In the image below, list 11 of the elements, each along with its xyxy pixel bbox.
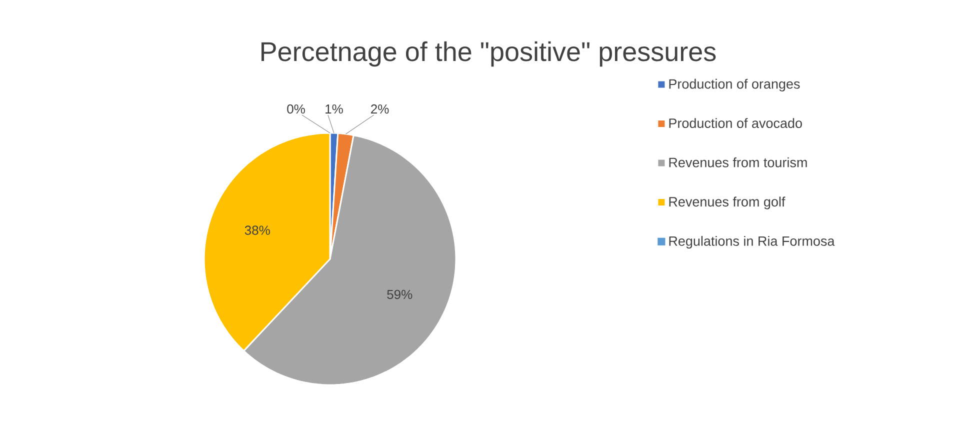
chart-title: Percetnage of the "positive" pressures (262, 41, 716, 67)
data-label: 1% (326, 104, 343, 114)
data-label: 38% (244, 226, 270, 235)
data-label: 2% (371, 104, 389, 114)
text: 0% (287, 104, 305, 114)
legend-label: Revenues from golf (669, 196, 786, 210)
legend-label: Regulations in Ria Formosa (669, 236, 835, 249)
data-label: 59% (387, 290, 412, 300)
legend-label: Production of oranges (669, 78, 800, 92)
legend-label: Production of avocado (669, 118, 802, 128)
legend-label: Revenues from tourism (669, 157, 807, 168)
